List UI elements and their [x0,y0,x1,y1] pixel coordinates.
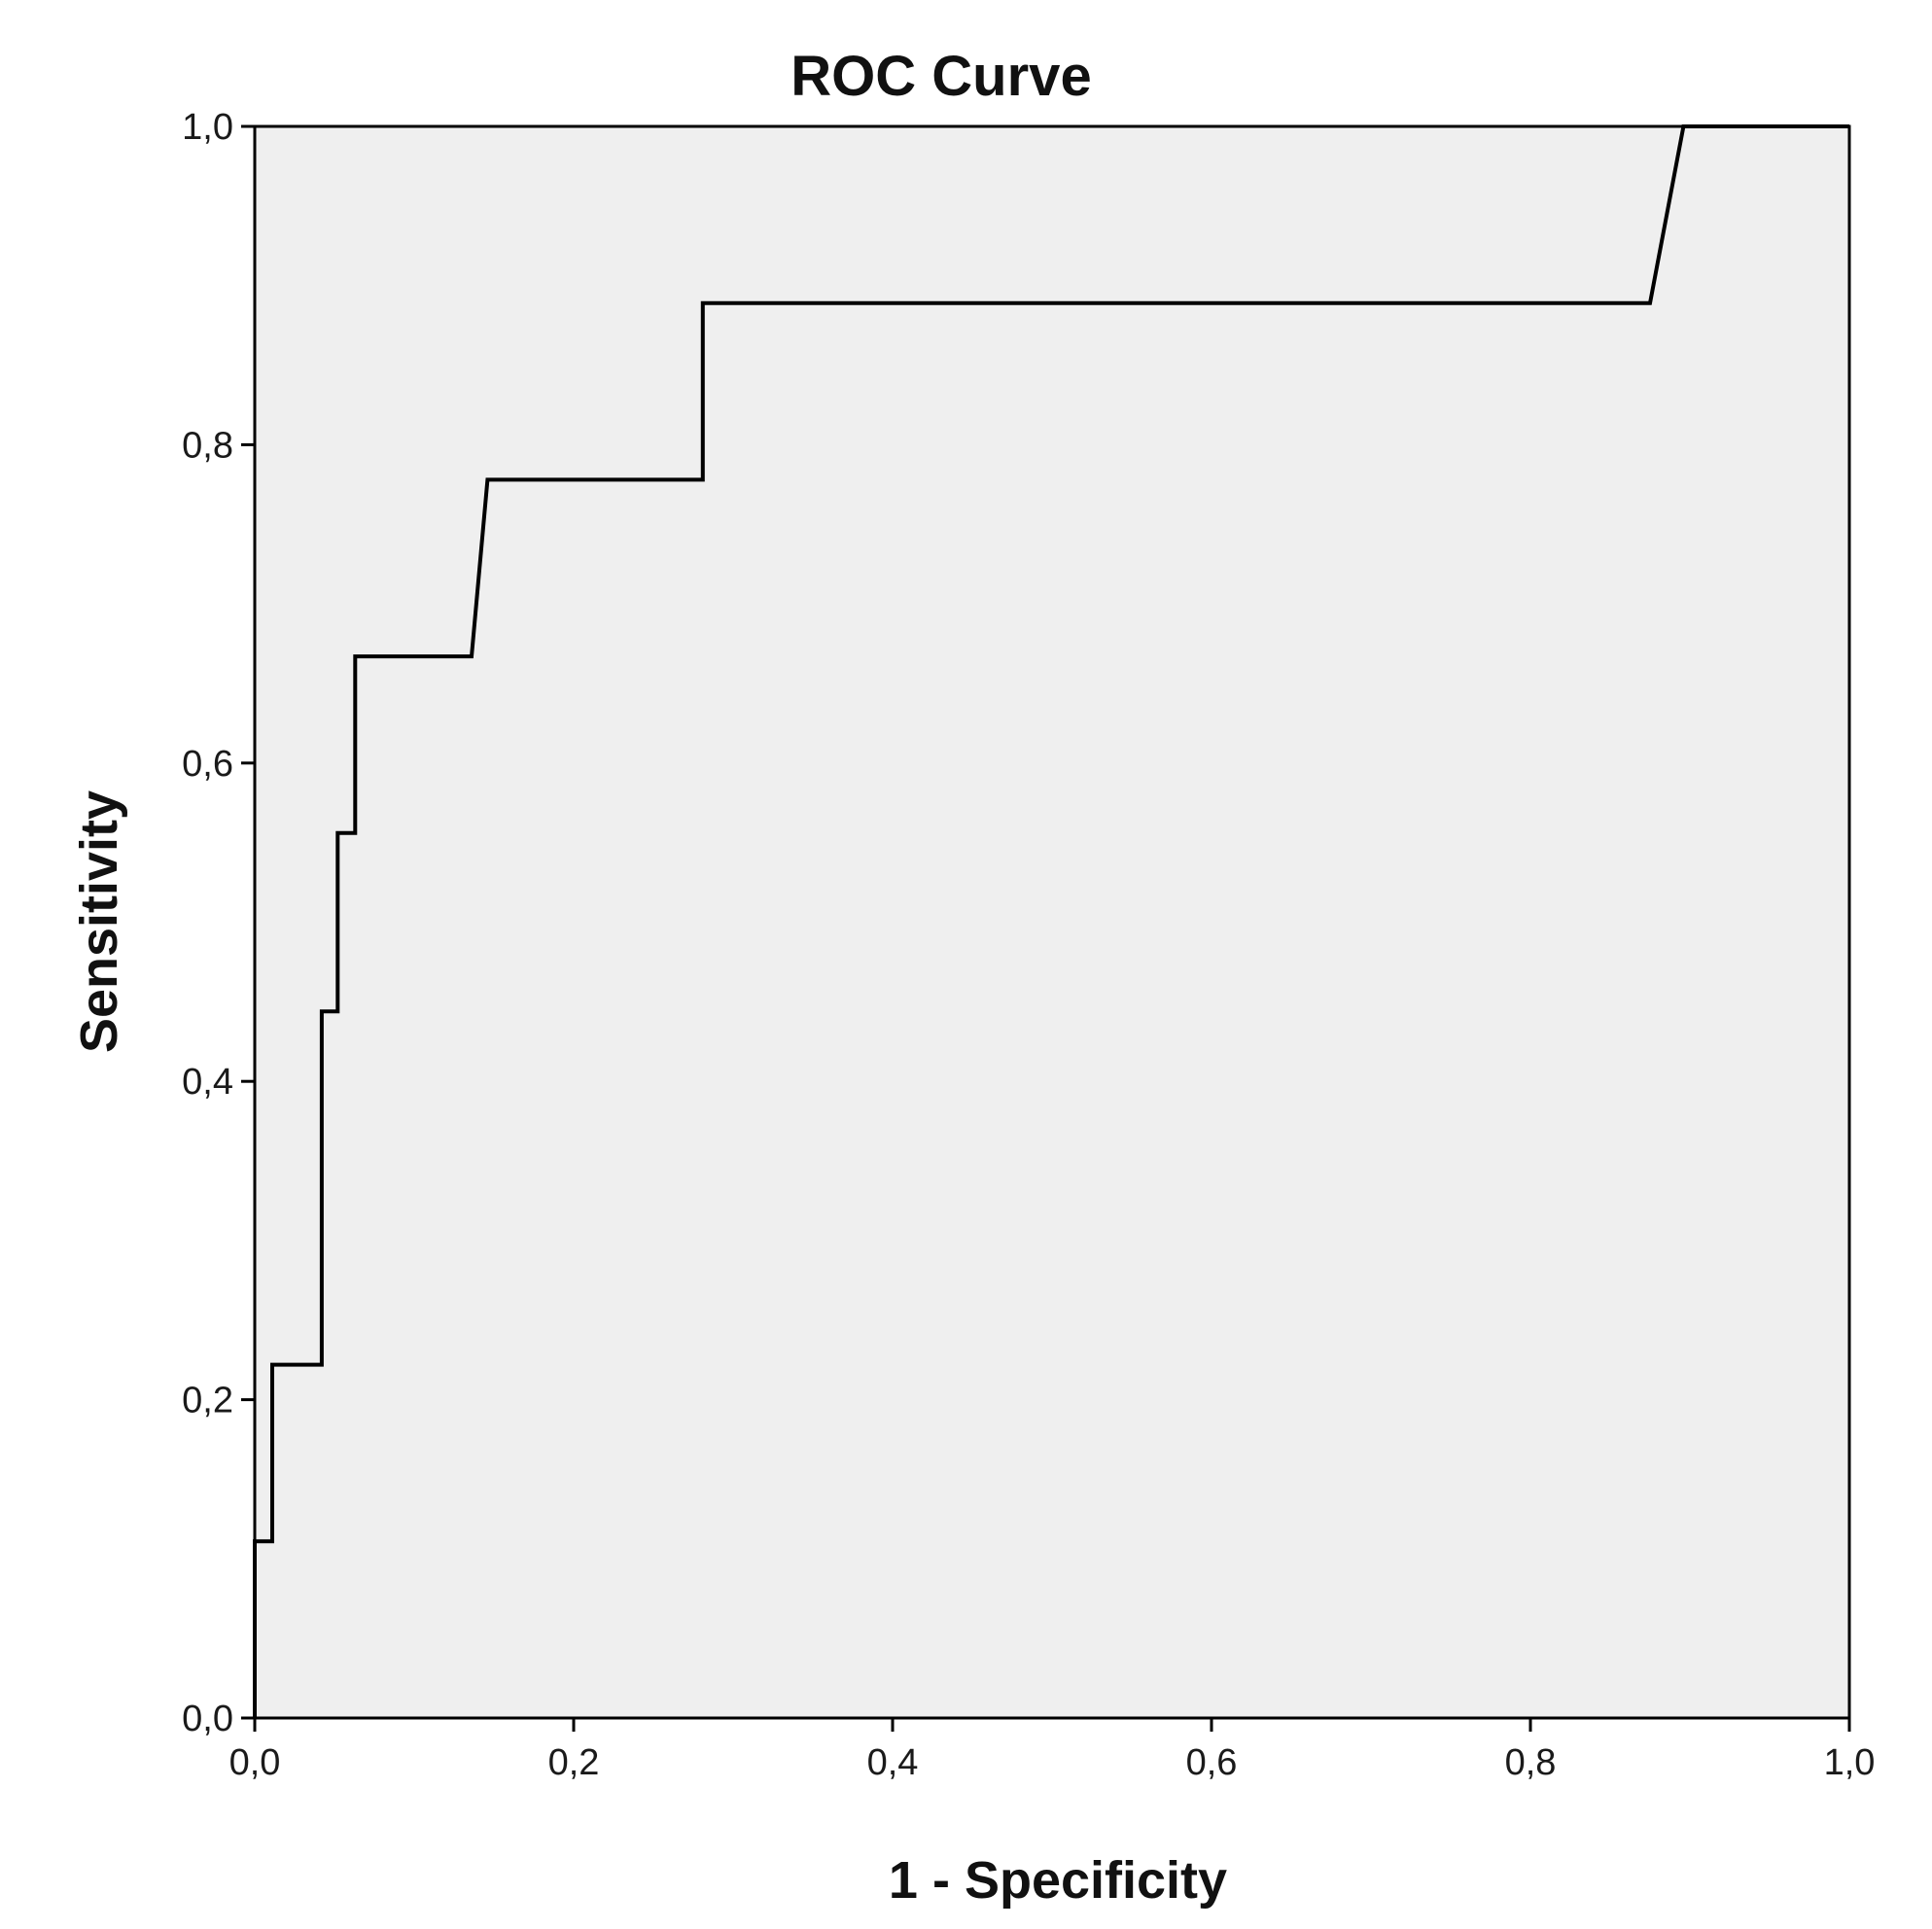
x-tick-label: 0,0 [229,1742,281,1783]
roc-curve-line [253,124,1849,1718]
chart-title: ROC Curve [790,45,1091,108]
y-axis-ticks: 0,0 0,2 0,4 0,6 0,8 1,0 [182,107,255,1739]
x-axis-title: 1 - Specificity [889,1851,1227,1910]
x-tick-label: 0,8 [1505,1742,1557,1783]
plot-area-background [255,126,1849,1718]
y-tick-label: 0,0 [182,1699,233,1739]
y-tick-label: 1,0 [182,107,233,148]
y-tick-label: 0,2 [182,1381,233,1421]
y-tick-label: 0,8 [182,425,233,466]
x-tick-label: 0,2 [548,1742,600,1783]
x-tick-label: 0,6 [1186,1742,1238,1783]
x-tick-label: 1,0 [1824,1742,1876,1783]
series-layer [253,124,1849,1718]
plot-frame [253,124,1851,1720]
x-tick-label: 0,4 [867,1742,919,1783]
y-tick-label: 0,4 [182,1062,233,1103]
x-axis-ticks: 0,0 0,2 0,4 0,6 0,8 1,0 [229,1718,1876,1783]
y-axis-title: Sensitivity [70,790,128,1053]
y-tick-label: 0,6 [182,744,233,785]
